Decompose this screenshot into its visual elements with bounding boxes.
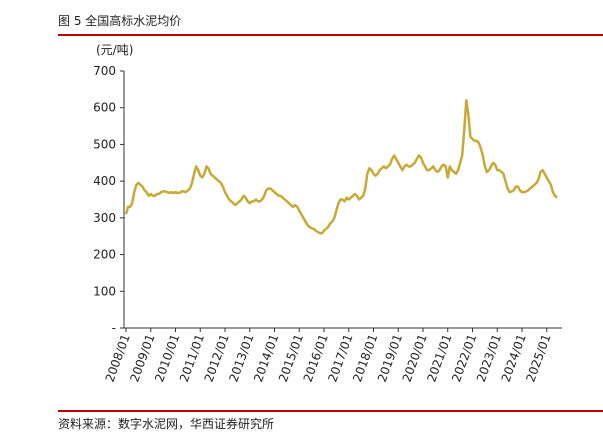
y-tick-label: 300: [93, 211, 116, 225]
x-tick-label: 2025/01: [523, 332, 553, 384]
y-tick-label: 500: [93, 137, 116, 151]
price-line: [124, 99, 558, 235]
y-tick-label: 700: [93, 64, 116, 78]
y-tick-label: -: [112, 321, 116, 335]
unit-label: (元/吨): [96, 43, 133, 57]
source-note: 资料来源：数字水泥网，华西证券研究所: [58, 416, 274, 431]
chart-title: 图 5 全国高标水泥均价: [58, 13, 181, 28]
y-tick-label: 600: [93, 101, 116, 115]
y-tick-label: 200: [93, 248, 116, 262]
y-tick-label: 400: [93, 174, 116, 188]
y-tick-label: 100: [93, 284, 116, 298]
